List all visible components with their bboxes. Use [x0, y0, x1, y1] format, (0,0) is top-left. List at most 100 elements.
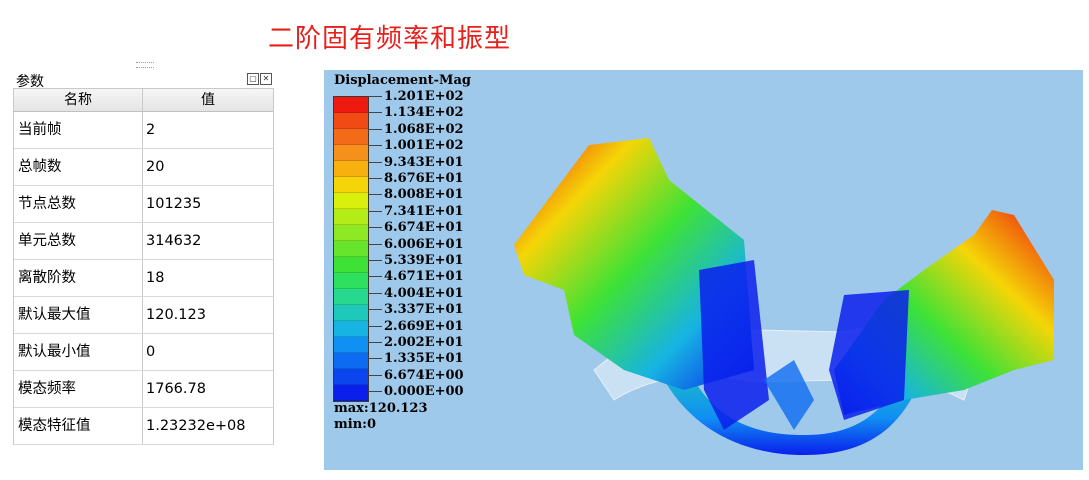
- param-name-cell: 节点总数: [14, 186, 143, 222]
- result-viewport[interactable]: Displacement-Mag 1.201E+02 1.134E+02 1.068…: [324, 70, 1083, 470]
- legend-tick: [368, 96, 382, 97]
- legend-label: 9.343E+01: [384, 154, 464, 170]
- restore-icon[interactable]: ▢: [247, 73, 259, 85]
- param-name-cell: 默认最小值: [14, 334, 143, 370]
- legend-tick: [368, 227, 382, 229]
- legend-swatch: [334, 337, 368, 353]
- legend-swatch: [334, 97, 368, 113]
- legend-title: Displacement-Mag: [334, 73, 471, 88]
- panel-title: 参数: [16, 74, 44, 90]
- legend-tick: [368, 309, 382, 311]
- param-value-cell: 0: [146, 344, 156, 360]
- parameter-panel-header: 参数 ▢ ✕: [16, 70, 273, 90]
- legend-tick: [368, 145, 382, 147]
- legend-tick: [368, 391, 382, 393]
- legend-swatch: [334, 113, 368, 129]
- table-row[interactable]: 默认最大值 120.123: [14, 297, 273, 334]
- legend-label: 6.006E+01: [384, 236, 464, 252]
- table-row[interactable]: 单元总数 314632: [14, 223, 273, 260]
- param-name-cell: 默认最大值: [14, 297, 143, 333]
- page-title: 二阶固有频率和振型: [268, 24, 512, 54]
- param-value-cell: 314632: [146, 233, 202, 249]
- legend-swatch: [334, 353, 368, 369]
- legend-label: 3.337E+01: [384, 302, 464, 318]
- legend-tick: [368, 178, 382, 179]
- legend-tick: [368, 276, 382, 278]
- legend-swatch: [334, 273, 368, 289]
- legend-ticks: [368, 96, 382, 400]
- legend-swatch: [334, 241, 368, 257]
- legend-label: 7.341E+01: [384, 203, 464, 219]
- legend-label: 0.000E+00: [384, 384, 464, 400]
- param-name-cell: 模态频率: [14, 371, 143, 407]
- legend-tick: [368, 194, 382, 196]
- legend-label: 6.674E+01: [384, 220, 464, 236]
- table-row[interactable]: 模态特征值 1.23232e+08: [14, 408, 273, 445]
- legend-swatch: [334, 193, 368, 209]
- legend-swatch: [334, 369, 368, 385]
- legend-label: 8.676E+01: [384, 171, 464, 186]
- legend-label: 5.339E+01: [384, 253, 464, 268]
- legend-label: 8.008E+01: [384, 187, 464, 203]
- legend-swatch: [334, 225, 368, 241]
- param-value-cell: 1.23232e+08: [146, 418, 246, 434]
- legend-tick: [368, 128, 382, 130]
- legend-label: 4.671E+01: [384, 269, 464, 285]
- legend-tick: [368, 358, 382, 360]
- legend-tick: [368, 292, 382, 294]
- splitter-grip[interactable]: [136, 62, 154, 68]
- legend-tick: [368, 260, 382, 261]
- legend-tick: [368, 161, 382, 163]
- legend-swatch: [334, 305, 368, 321]
- parameter-table: 名称 值 当前帧 2 总帧数 20 节点总数 101235 单元总数 314632 离散阶数 18…: [13, 88, 274, 445]
- close-icon[interactable]: ✕: [260, 73, 272, 85]
- legend-tick: [368, 243, 382, 245]
- param-name-cell: 单元总数: [14, 223, 143, 259]
- param-name-cell: 模态特征值: [14, 408, 143, 444]
- legend-swatch: [334, 161, 368, 177]
- legend-tick: [368, 112, 382, 114]
- column-header-value[interactable]: 值: [201, 92, 215, 108]
- legend-label: 1.001E+02: [384, 138, 464, 154]
- param-name-cell: 当前帧: [14, 112, 143, 148]
- legend-tick: [368, 374, 382, 376]
- legend-swatch: [334, 321, 368, 337]
- column-header-name[interactable]: 名称: [14, 89, 143, 111]
- legend-label: 1.068E+02: [384, 121, 464, 137]
- param-value-cell: 20: [146, 159, 165, 175]
- param-value-cell: 101235: [146, 196, 202, 212]
- mode-shape-model: [514, 138, 1054, 455]
- legend-swatch: [334, 177, 368, 193]
- legend-swatch: [334, 257, 368, 273]
- legend-swatch: [334, 145, 368, 161]
- table-row[interactable]: 模态频率 1766.78: [14, 371, 273, 408]
- table-row[interactable]: 总帧数 20: [14, 149, 273, 186]
- legend-label: 2.669E+01: [384, 318, 464, 334]
- table-row[interactable]: 节点总数 101235: [14, 186, 273, 223]
- param-value-cell: 2: [146, 122, 156, 138]
- param-name-cell: 离散阶数: [14, 260, 143, 296]
- legend-label: 1.201E+02: [384, 89, 464, 104]
- legend-label: 2.002E+01: [384, 335, 464, 350]
- max-value-label: max:120.123: [334, 401, 428, 416]
- param-value-cell: 120.123: [146, 307, 206, 323]
- legend-label: 1.335E+01: [384, 351, 464, 367]
- table-header: 名称 值: [14, 89, 273, 112]
- legend-label: 6.674E+00: [384, 367, 464, 383]
- legend-swatch: [334, 129, 368, 145]
- param-name-cell: 总帧数: [14, 149, 143, 185]
- table-row[interactable]: 默认最小值 0: [14, 334, 273, 371]
- legend-swatch: [334, 385, 368, 401]
- table-row[interactable]: 离散阶数 18: [14, 260, 273, 297]
- legend-tick: [368, 210, 382, 212]
- legend-label: 4.004E+01: [384, 285, 464, 301]
- legend-tick: [368, 342, 382, 343]
- min-value-label: min:0: [334, 417, 376, 432]
- legend-color-bar: [333, 96, 369, 402]
- param-value-cell: 1766.78: [146, 381, 206, 397]
- legend-tick: [368, 325, 382, 327]
- legend-label: 1.134E+02: [384, 105, 464, 121]
- param-value-cell: 18: [146, 270, 165, 286]
- legend-swatch: [334, 289, 368, 305]
- table-row[interactable]: 当前帧 2: [14, 112, 273, 149]
